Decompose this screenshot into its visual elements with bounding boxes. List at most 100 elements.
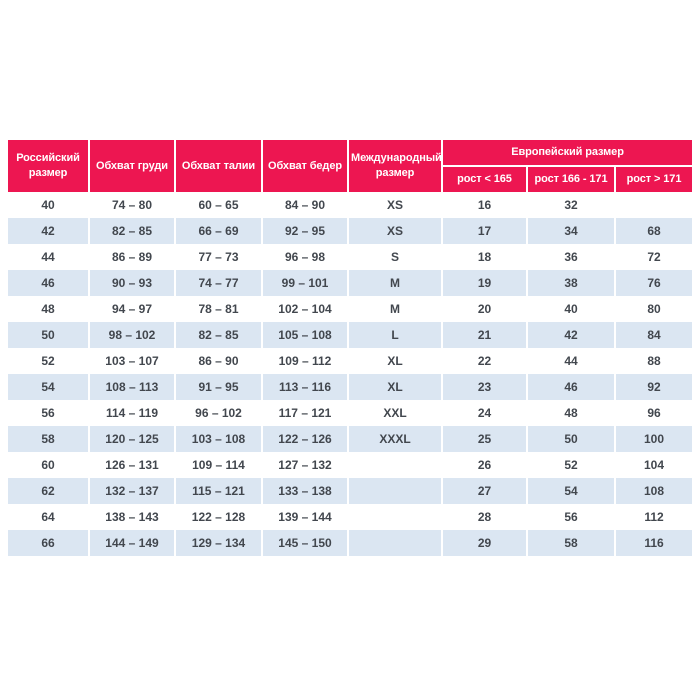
table-cell: 78 – 81 [174, 296, 261, 322]
table-cell: 28 [441, 504, 526, 530]
table-cell: 40 [8, 192, 88, 218]
table-cell: 96 [614, 400, 693, 426]
table-cell [347, 504, 441, 530]
table-cell: 52 [526, 452, 614, 478]
table-cell: XXXL [347, 426, 441, 452]
table-cell: 96 – 102 [174, 400, 261, 426]
table-cell: 103 – 107 [88, 348, 174, 374]
table-row: 66 144 – 149 129 – 134 145 – 150 29 58 116 [8, 530, 693, 556]
table-cell: 66 – 69 [174, 218, 261, 244]
table-cell: 52 [8, 348, 88, 374]
table-cell: S [347, 244, 441, 270]
table-row: 50 98 – 102 82 – 85 105 – 108 L 21 42 84 [8, 322, 693, 348]
table-cell: XS [347, 192, 441, 218]
table-cell: 108 – 113 [88, 374, 174, 400]
table-cell: 21 [441, 322, 526, 348]
table-cell: 72 [614, 244, 693, 270]
table-cell: 105 – 108 [261, 322, 347, 348]
table-cell: 40 [526, 296, 614, 322]
table-cell: 34 [526, 218, 614, 244]
subcolumn-header-height-lt-165: рост < 165 [441, 167, 526, 192]
table-cell: 113 – 116 [261, 374, 347, 400]
size-chart-container: Российский размер Обхват груди Обхват та… [8, 140, 693, 556]
table-cell: M [347, 296, 441, 322]
table-row: 64 138 – 143 122 – 128 139 – 144 28 56 112 [8, 504, 693, 530]
table-cell: XL [347, 348, 441, 374]
table-cell: 19 [441, 270, 526, 296]
table-row: 56 114 – 119 96 – 102 117 – 121 XXL 24 48 96 [8, 400, 693, 426]
column-header-chest: Обхват груди [88, 140, 174, 192]
table-cell [614, 192, 693, 218]
table-cell: 42 [8, 218, 88, 244]
table-cell: XS [347, 218, 441, 244]
table-cell: XL [347, 374, 441, 400]
table-cell: XXL [347, 400, 441, 426]
table-row: 44 86 – 89 77 – 73 96 – 98 S 18 36 72 [8, 244, 693, 270]
subcolumn-header-height-166-171: рост 166 - 171 [526, 167, 614, 192]
column-header-hips: Обхват бедер [261, 140, 347, 192]
table-header: Российский размер Обхват груди Обхват та… [8, 140, 693, 192]
subcolumn-header-height-gt-171: рост > 171 [614, 167, 693, 192]
table-cell: 48 [526, 400, 614, 426]
table-cell: 138 – 143 [88, 504, 174, 530]
table-cell: 122 – 126 [261, 426, 347, 452]
column-header-russian-size: Российский размер [8, 140, 88, 192]
table-row: 52 103 – 107 86 – 90 109 – 112 XL 22 44 88 [8, 348, 693, 374]
table-cell: 94 – 97 [88, 296, 174, 322]
table-row: 58 120 – 125 103 – 108 122 – 126 XXXL 25 50 100 [8, 426, 693, 452]
table-cell: 91 – 95 [174, 374, 261, 400]
table-cell: 23 [441, 374, 526, 400]
table-cell: 96 – 98 [261, 244, 347, 270]
table-cell: 29 [441, 530, 526, 556]
table-cell: 90 – 93 [88, 270, 174, 296]
table-cell [347, 530, 441, 556]
table-cell: 114 – 119 [88, 400, 174, 426]
table-cell: 54 [8, 374, 88, 400]
table-cell: 115 – 121 [174, 478, 261, 504]
table-cell: L [347, 322, 441, 348]
table-row: 60 126 – 131 109 – 114 127 – 132 26 52 104 [8, 452, 693, 478]
table-row: 46 90 – 93 74 – 77 99 – 101 M 19 38 76 [8, 270, 693, 296]
table-cell: 46 [526, 374, 614, 400]
column-header-international-size: Международный размер [347, 140, 442, 192]
table-cell: 122 – 128 [174, 504, 261, 530]
table-cell: 127 – 132 [261, 452, 347, 478]
table-cell [347, 452, 441, 478]
table-cell: 27 [441, 478, 526, 504]
table-cell: 84 [614, 322, 693, 348]
column-header-waist: Обхват талии [174, 140, 261, 192]
table-cell: 126 – 131 [88, 452, 174, 478]
table-cell: 99 – 101 [261, 270, 347, 296]
table-cell: M [347, 270, 441, 296]
table-cell: 139 – 144 [261, 504, 347, 530]
table-row: 42 82 – 85 66 – 69 92 – 95 XS 17 34 68 [8, 218, 693, 244]
table-cell: 50 [8, 322, 88, 348]
table-cell: 32 [526, 192, 614, 218]
table-cell: 77 – 73 [174, 244, 261, 270]
table-cell: 109 – 112 [261, 348, 347, 374]
table-cell: 82 – 85 [174, 322, 261, 348]
table-cell: 38 [526, 270, 614, 296]
table-cell: 56 [8, 400, 88, 426]
table-cell: 44 [8, 244, 88, 270]
table-cell [347, 478, 441, 504]
table-cell: 92 [614, 374, 693, 400]
table-cell: 44 [526, 348, 614, 374]
table-cell: 86 – 90 [174, 348, 261, 374]
table-cell: 86 – 89 [88, 244, 174, 270]
table-row: 54 108 – 113 91 – 95 113 – 116 XL 23 46 92 [8, 374, 693, 400]
table-cell: 62 [8, 478, 88, 504]
table-cell: 112 [614, 504, 693, 530]
table-cell: 129 – 134 [174, 530, 261, 556]
table-header-row-sub: рост < 165 рост 166 - 171 рост > 171 [8, 167, 693, 192]
table-body: 40 74 – 80 60 – 65 84 – 90 XS 16 32 42 82 – 85 66… [8, 192, 693, 556]
table-row: 62 132 – 137 115 – 121 133 – 138 27 54 108 [8, 478, 693, 504]
table-cell: 26 [441, 452, 526, 478]
table-cell: 24 [441, 400, 526, 426]
table-cell: 104 [614, 452, 693, 478]
table-cell: 54 [526, 478, 614, 504]
table-cell: 25 [441, 426, 526, 452]
table-cell: 117 – 121 [261, 400, 347, 426]
size-chart-table: Российский размер Обхват груди Обхват та… [8, 140, 693, 556]
table-cell: 50 [526, 426, 614, 452]
